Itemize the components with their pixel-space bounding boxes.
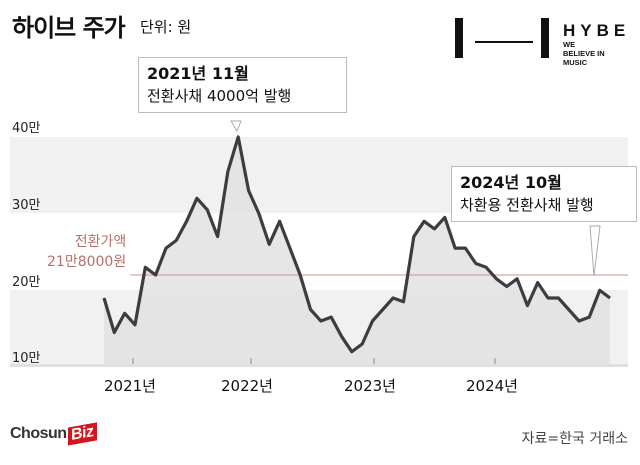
hybe-logo: HYBE WE BELIEVE IN MUSIC xyxy=(455,18,625,68)
logo-tagline: WE BELIEVE IN MUSIC xyxy=(563,40,633,67)
callout-1-text: 전환사채 4000억 발행 xyxy=(147,87,292,105)
conversion-price-label: 전환가액 21만8000원 xyxy=(47,232,126,272)
chart-title: 하이브 주가 xyxy=(12,14,126,42)
source-note: 자료=한국 거래소 xyxy=(521,431,628,447)
conversion-label-line-1: 전환가액 xyxy=(74,234,127,250)
brand-chosun: Chosun xyxy=(10,425,67,442)
tagline-line-2: BELIEVE IN xyxy=(563,49,605,58)
unit-label: 단위: 원 xyxy=(140,18,192,36)
x-axis-base xyxy=(10,364,628,367)
callout-2021-11: 2021년 11월 전환사채 4000억 발행 xyxy=(138,57,347,113)
y-tick-30: 30만 xyxy=(12,198,41,213)
y-tick-40: 40만 xyxy=(12,121,41,136)
x-tick-label-2021: 2021년 xyxy=(104,377,156,395)
callout-2024-10: 2024년 10월 차환용 전환사채 발행 xyxy=(451,166,637,222)
x-tick-label-2023: 2023년 xyxy=(344,377,396,395)
logo-wordmark: HYBE xyxy=(563,21,631,40)
callout-2-pointer xyxy=(589,225,601,277)
price-area xyxy=(104,136,610,365)
logo-bar-right xyxy=(541,18,549,58)
price-line xyxy=(102,135,611,354)
x-tick-label-2024: 2024년 xyxy=(466,377,518,395)
callout-2-date: 2024년 10월 xyxy=(460,173,562,192)
chosunbiz-logo: Chosun Biz xyxy=(10,422,97,446)
brand-biz: Biz xyxy=(67,422,97,446)
callout-2-text: 차환용 전환사채 발행 xyxy=(460,196,594,214)
logo-bar-middle xyxy=(475,41,533,43)
tagline-line-3: MUSIC xyxy=(563,58,588,67)
callout-1-pointer xyxy=(230,120,242,133)
conversion-label-line-2: 21만8000원 xyxy=(47,254,127,270)
callout-1-date: 2021년 11월 xyxy=(147,64,249,83)
band-20-30 xyxy=(10,213,628,290)
logo-bar-left xyxy=(455,18,463,58)
y-tick-10: 10만 xyxy=(12,351,41,366)
x-tick-label-2022: 2022년 xyxy=(221,377,273,395)
y-tick-20: 20만 xyxy=(12,275,41,290)
tagline-line-1: WE xyxy=(563,40,576,49)
